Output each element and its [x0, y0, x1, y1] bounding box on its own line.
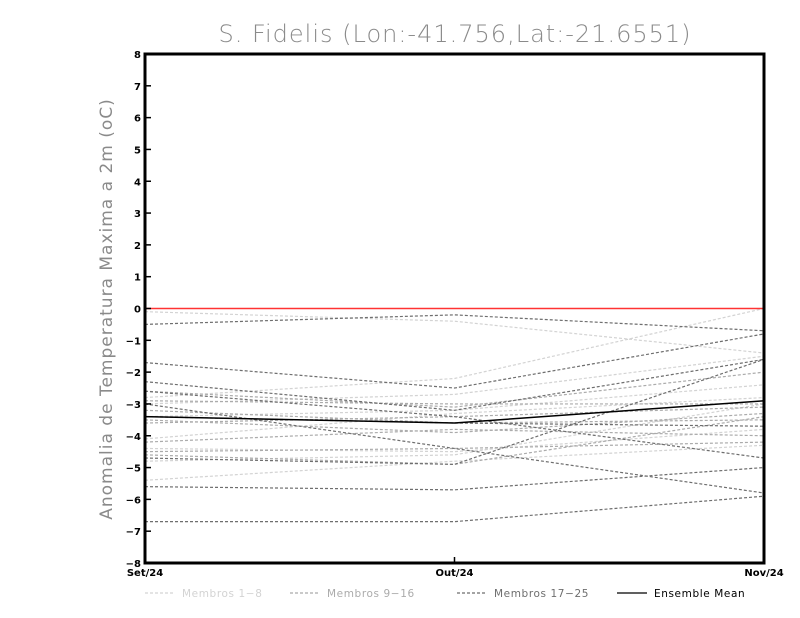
- member-line-3: [144, 355, 765, 405]
- y-tick-label: 2: [134, 241, 141, 252]
- y-tick-label: −8: [126, 559, 141, 570]
- member-line-25: [145, 495, 765, 523]
- plot-frame: [143, 52, 766, 565]
- ensemble-mean-line: [144, 400, 765, 424]
- member-line-14: [144, 441, 765, 453]
- member-line-6: [144, 428, 765, 453]
- member-line-23: [144, 358, 765, 465]
- member-line-21: [144, 403, 765, 494]
- y-tick-label: 8: [134, 50, 141, 61]
- x-tick-label: Nov/24: [744, 568, 783, 579]
- x-tick-layer: Set/24 Out/24 Nov/24: [127, 557, 784, 579]
- x-tick-label: Out/24: [436, 568, 474, 579]
- member-line-20: [144, 390, 765, 459]
- y-tick-label: −2: [126, 368, 141, 379]
- member-line-12: [144, 412, 765, 434]
- member-line-18: [144, 333, 765, 389]
- member-line-19: [144, 358, 765, 411]
- y-tick-label: 3: [134, 209, 141, 220]
- legend-label: Membros 9−16: [327, 588, 415, 600]
- y-tick-label: −4: [126, 432, 141, 443]
- member-line-2: [144, 307, 765, 399]
- member-line-16: [144, 406, 765, 424]
- y-tick-label: 4: [134, 177, 141, 188]
- member-line-13: [144, 428, 765, 443]
- member-line-24: [144, 466, 765, 491]
- member-line-5: [144, 396, 765, 440]
- member-line-22: [144, 416, 765, 427]
- y-tick-label: 1: [134, 273, 141, 284]
- y-tick-label: −1: [126, 336, 141, 347]
- y-tick-label: 5: [134, 145, 141, 156]
- member-line-10: [144, 400, 764, 405]
- legend-label: Membros 1−8: [182, 588, 263, 600]
- legend-label: Membros 17−25: [494, 588, 589, 600]
- y-tick-layer: −8 −7 −6 −5 −4 −3 −2 −1 0 1 2 3 4 5 6 7 8: [126, 50, 151, 570]
- member-line-8: [144, 444, 765, 481]
- y-tick-label: −3: [126, 400, 141, 411]
- series-layer: [144, 307, 765, 523]
- member-line-17: [144, 314, 765, 332]
- x-tick-label: Set/24: [127, 568, 163, 579]
- legend-label: Ensemble Mean: [654, 588, 745, 600]
- y-tick-label: −6: [126, 495, 141, 506]
- legend: Membros 1−8 Membros 9−16 Membros 17−25 Ense…: [145, 588, 745, 600]
- member-line-9: [144, 371, 765, 408]
- y-tick-label: 6: [134, 114, 141, 125]
- y-tick-label: 0: [134, 305, 141, 316]
- y-tick-label: −7: [126, 527, 141, 538]
- member-line-7: [144, 403, 765, 462]
- member-line-1: [144, 311, 765, 354]
- y-axis-label: Anomalia de Temperatura Maxima a 2m (oC): [97, 98, 117, 520]
- y-tick-label: 7: [134, 82, 141, 93]
- member-line-4: [144, 384, 765, 418]
- chart-title: S. Fidelis (Lon:-41.756,Lat:-21.6551): [218, 20, 691, 48]
- member-line-11: [144, 409, 765, 424]
- y-tick-label: −5: [126, 464, 141, 475]
